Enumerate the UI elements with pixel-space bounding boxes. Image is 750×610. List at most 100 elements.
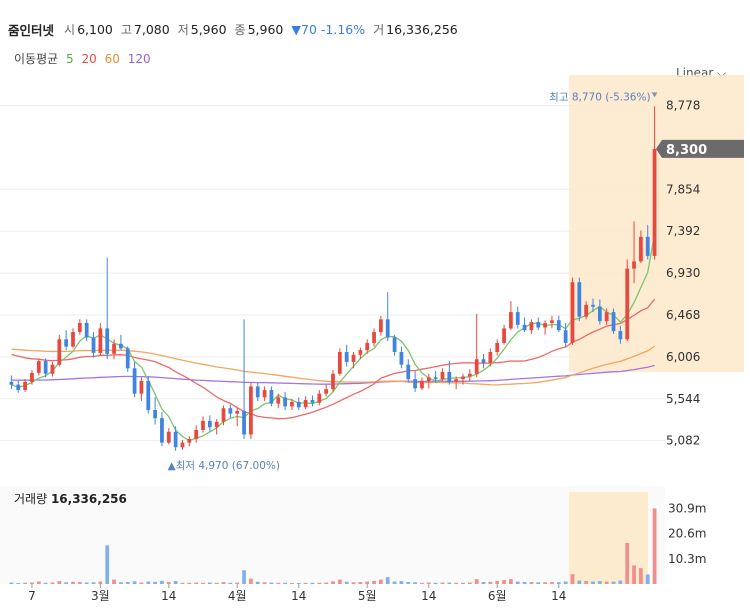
candle [30, 370, 34, 385]
open-label: 시 [64, 22, 76, 37]
volume-bar [433, 582, 438, 584]
candle-body [64, 339, 69, 347]
price-gridlines [0, 105, 665, 442]
candle [269, 386, 274, 407]
volume-bar [207, 582, 212, 584]
candle-body [98, 328, 103, 353]
volume-bar [440, 582, 445, 584]
candle [201, 416, 205, 433]
candle-body [303, 400, 308, 408]
annotations: 최고 8,770 (-5.36%) ▲최저 4,970 (67.00%) [168, 91, 658, 472]
candle-body [570, 282, 575, 343]
volume-bar [495, 581, 500, 584]
candle-body [337, 351, 342, 374]
volume-bar [454, 582, 459, 584]
candle [556, 315, 561, 333]
volume-bar [194, 582, 199, 584]
date-axis-ticks: 7 3월 14 4월 14 5월 14 6월 14 [28, 584, 566, 603]
volume-bar [556, 582, 561, 584]
candle-body [214, 421, 219, 428]
volume-bar [166, 582, 171, 584]
candle [36, 359, 41, 376]
candle [591, 298, 595, 313]
volume-bar [310, 582, 315, 584]
volume-bar [36, 581, 41, 584]
candle-body [488, 351, 493, 363]
candle [461, 373, 465, 385]
volume-bar [324, 582, 329, 584]
candle-body [365, 342, 370, 351]
candle-body [146, 381, 151, 411]
candle-body [249, 386, 253, 435]
volume-bar [420, 582, 424, 584]
candle [392, 334, 397, 356]
stock-summary-header: 줌인터넷 시 6,100 고 7,080 저 5,960 종 5,960 ▼70… [8, 18, 466, 40]
candle [597, 299, 602, 325]
ma5-legend: 5 [66, 52, 74, 66]
candle-body [153, 410, 157, 419]
volume-bar [173, 581, 178, 584]
candle-body [71, 332, 75, 347]
candle [173, 426, 178, 451]
candle [604, 308, 609, 325]
volume-bar [570, 574, 575, 584]
volume-panel-background [0, 486, 665, 584]
change-value: ▼70 -1.16% [291, 21, 366, 37]
volume-bar [187, 582, 192, 584]
candle-body [495, 342, 500, 352]
candle [153, 397, 157, 425]
stock-name: 줌인터넷 [8, 22, 55, 38]
candle-body [433, 377, 438, 380]
price-tick-label: 7,854 [666, 182, 700, 196]
date-tick-label: 14 [291, 589, 306, 603]
candle [618, 325, 623, 344]
candle-body [331, 373, 335, 390]
volume-bar [604, 581, 609, 584]
candle [474, 313, 479, 378]
candle-body [385, 319, 390, 338]
candle-body [201, 420, 205, 430]
volume-bar [509, 579, 513, 584]
volume-panel-label: 거래량 [14, 492, 48, 506]
candle [502, 324, 506, 345]
candle-body [324, 389, 329, 394]
candle-body [276, 397, 281, 404]
candle-body [550, 320, 554, 323]
candle-body [112, 343, 116, 354]
candle-body [105, 328, 110, 354]
volume-bar [9, 582, 14, 584]
candle [160, 411, 164, 447]
volume-bar [262, 582, 267, 584]
candle [509, 301, 513, 331]
candle-body [180, 442, 185, 448]
candle [23, 379, 27, 392]
volume-bar [344, 581, 349, 584]
candle [16, 381, 21, 393]
candle [119, 334, 123, 351]
volume-bar [611, 581, 616, 584]
high-value: 7,080 [133, 21, 170, 37]
candle-body [9, 381, 14, 385]
candle [71, 328, 75, 349]
candle-body [563, 330, 568, 343]
volume-bar [180, 582, 185, 584]
volume-bar [91, 582, 96, 584]
candle [331, 370, 335, 392]
candle-body [502, 328, 506, 343]
candle-body [344, 351, 349, 362]
volume-bar [337, 579, 342, 584]
volume-bar [64, 582, 69, 584]
price-tick-label: 5,082 [666, 434, 700, 448]
ma5-line [11, 234, 656, 442]
date-tick-label: 5월 [358, 589, 377, 603]
volume-tick-label: 10.3m [668, 552, 706, 566]
volume-bar [591, 581, 595, 584]
candle [207, 415, 212, 432]
close-value: 5,960 [247, 21, 284, 37]
candle [214, 419, 219, 435]
candle [255, 382, 260, 401]
candle [9, 375, 14, 390]
highlight-region-volume [569, 492, 648, 584]
candle [310, 395, 315, 407]
